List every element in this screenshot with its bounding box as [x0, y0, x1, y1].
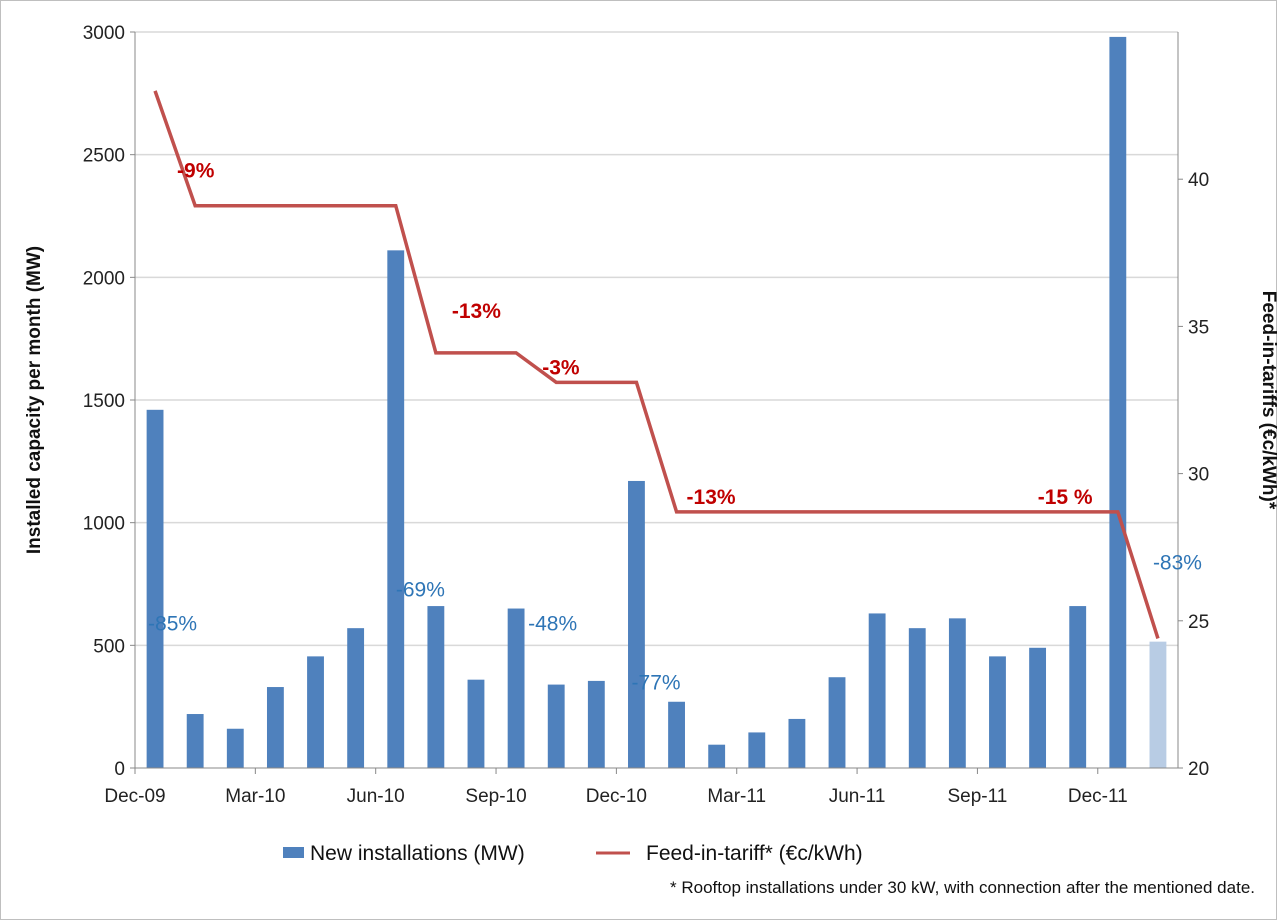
- bar: [1149, 641, 1167, 768]
- x-tick-label: Dec-09: [104, 786, 165, 807]
- footnote: * Rooftop installations under 30 kW, wit…: [670, 878, 1255, 897]
- x-tick-label: Sep-11: [947, 786, 1007, 807]
- y-tick-label: 2000: [83, 268, 125, 289]
- bar: [1109, 36, 1127, 768]
- bar: [547, 684, 565, 768]
- y2-axis-title: Feed-in-tariffs (€c/kWh)*: [1258, 291, 1279, 510]
- tariff-line: [153, 90, 1160, 639]
- bar: [788, 718, 806, 768]
- bar: [347, 628, 365, 768]
- tariff-change-label: -3%: [542, 356, 580, 379]
- x-tick-label: Mar-10: [225, 786, 285, 807]
- x-tick-label: Dec-10: [586, 786, 647, 807]
- axes: 0 500 1000 1500 2000 2500 3000 20 25 30 35 40 Dec-09…: [83, 23, 1209, 807]
- bar: [868, 613, 886, 768]
- bar: [908, 628, 926, 768]
- bar: [146, 409, 164, 768]
- y2-tick-label: 40: [1188, 170, 1209, 191]
- y2-tick-label: 35: [1188, 317, 1209, 338]
- bar: [266, 687, 284, 768]
- installation-change-label: -77%: [632, 671, 681, 694]
- legend-bar-swatch: [283, 847, 304, 858]
- bar: [989, 656, 1006, 768]
- y-tick-label: 0: [114, 759, 125, 780]
- bar: [427, 606, 445, 768]
- y2-tick-label: 25: [1188, 612, 1209, 633]
- bar: [1029, 647, 1047, 768]
- bar: [507, 608, 525, 768]
- bar-series: [146, 36, 1167, 768]
- bar: [628, 480, 645, 768]
- x-tick-label: Mar-11: [707, 786, 766, 807]
- tariff-change-label: -13%: [452, 300, 501, 323]
- x-tick-label: Dec-11: [1068, 786, 1128, 807]
- y-tick-label: 3000: [83, 23, 125, 44]
- y2-tick-label: 30: [1188, 465, 1209, 486]
- bar: [828, 677, 846, 768]
- tariff-line-series: [153, 90, 1160, 639]
- bar: [708, 744, 726, 768]
- bar: [467, 679, 485, 768]
- bar: [948, 618, 966, 768]
- installation-change-label: -85%: [148, 613, 197, 636]
- y-tick-label: 1000: [83, 514, 125, 535]
- bar: [186, 714, 204, 768]
- y2-tick-label: 20: [1188, 759, 1209, 780]
- bar: [387, 250, 405, 768]
- tariff-change-label: -9%: [177, 160, 215, 183]
- annotations: -9% -13% -3% -13% -15 % -85% -69% -48% -77% -83%: [148, 160, 1202, 695]
- bar: [226, 728, 244, 768]
- x-tick-label: Jun-10: [347, 786, 405, 807]
- installation-change-label: -83%: [1153, 551, 1202, 574]
- grid-lines: [135, 31, 1178, 647]
- installation-change-label: -69%: [396, 578, 445, 601]
- bar: [587, 680, 605, 768]
- installation-change-label: -48%: [528, 613, 577, 636]
- tariff-change-label: -15 %: [1038, 486, 1093, 509]
- y-tick-label: 2500: [83, 146, 125, 167]
- x-tick-label: Jun-11: [829, 786, 886, 807]
- legend-bar-label: New installations (MW): [310, 842, 525, 865]
- legend-line-label: Feed-in-tariff* (€c/kWh): [646, 842, 863, 865]
- bar: [668, 701, 685, 768]
- y-tick-label: 1500: [83, 391, 125, 412]
- legend: New installations (MW) Feed-in-tariff* (…: [283, 842, 863, 865]
- y-axis-title: Installed capacity per month (MW): [24, 246, 45, 554]
- bar: [1069, 606, 1087, 768]
- bar: [748, 732, 766, 768]
- bar: [307, 656, 324, 768]
- y-tick-label: 500: [93, 636, 125, 657]
- x-tick-label: Sep-10: [465, 786, 526, 807]
- tariff-change-label: -13%: [687, 486, 736, 509]
